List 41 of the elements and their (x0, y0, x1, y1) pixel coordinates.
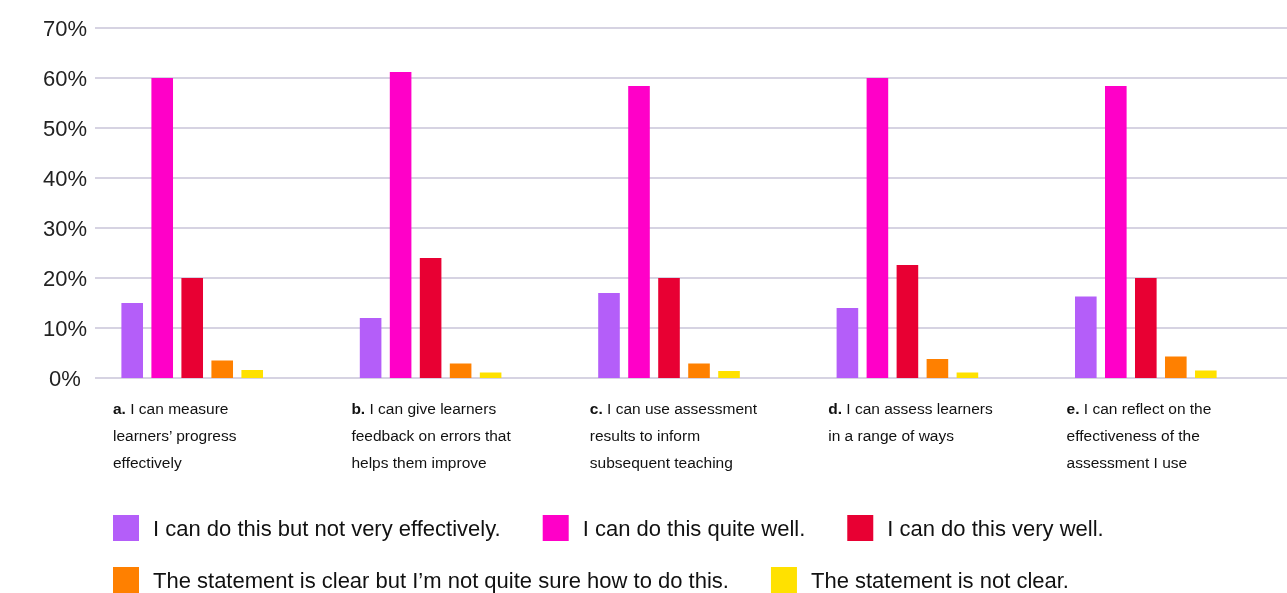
bar (1135, 278, 1157, 378)
y-tick-label: 70% (42, 15, 88, 41)
x-tick-label: b. I can give learners feedback on errors that helps them improve (351, 400, 512, 471)
bar (1075, 296, 1097, 378)
bar (449, 363, 472, 378)
bar (896, 265, 919, 378)
y-tick-label: 20% (42, 265, 88, 291)
y-tick-label: 60% (42, 65, 88, 91)
bar (628, 86, 650, 378)
bar (688, 363, 710, 378)
legend-label: The statement is clear but I’m not quite sure how to do this. (153, 567, 729, 593)
y-tick-label: 10% (42, 315, 88, 341)
bar (1105, 86, 1127, 378)
bar (658, 278, 680, 378)
bar (419, 258, 442, 378)
bar (598, 293, 620, 378)
bar (181, 278, 204, 378)
bar (836, 308, 859, 378)
legend-label: The statement is not clear. (810, 567, 1069, 593)
bar (359, 318, 382, 378)
bar (1165, 356, 1187, 378)
bar (121, 303, 143, 378)
bar (926, 359, 949, 378)
y-tick-label: 30% (42, 215, 88, 241)
x-tick-label: e. I can reflect on the effectiveness of the assessment I use (1066, 400, 1212, 471)
bar (718, 371, 740, 378)
y-tick-label: 0% (49, 365, 81, 391)
bar (211, 360, 234, 378)
y-tick-label: 50% (42, 115, 88, 141)
legend-label: I can do this very well. (887, 515, 1104, 541)
x-tick-label: c. I can use assessment results to inform subsequent teaching (589, 400, 758, 471)
x-tick-label: d. I can assess learners in a range of ways (828, 400, 993, 444)
bar (151, 78, 174, 378)
y-tick-label: 40% (42, 165, 88, 191)
bar (241, 370, 264, 378)
bar (389, 72, 412, 378)
legend-label: I can do this but not very effectively. (153, 515, 501, 541)
bar (1195, 370, 1217, 378)
x-tick-label: a. I can measure learners’ progress effectively (113, 400, 237, 471)
legend-label: I can do this quite well. (582, 515, 806, 541)
bar (866, 78, 889, 378)
